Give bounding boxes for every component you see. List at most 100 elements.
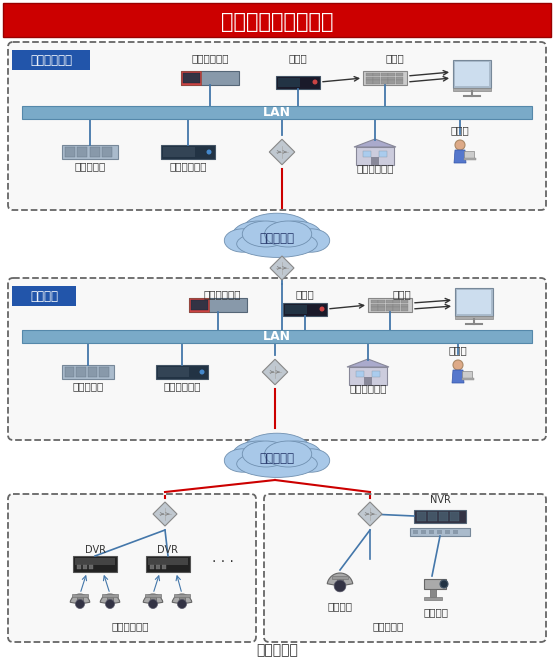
- Bar: [363, 151, 371, 157]
- Text: 控制器: 控制器: [393, 289, 412, 299]
- Circle shape: [177, 599, 187, 609]
- Bar: [388, 77, 395, 80]
- Bar: [424, 579, 446, 589]
- Circle shape: [453, 360, 463, 370]
- Text: 上级督察中心: 上级督察中心: [30, 55, 72, 67]
- Bar: [181, 71, 201, 85]
- Bar: [191, 300, 208, 310]
- Text: 督察中心: 督察中心: [30, 290, 58, 304]
- Bar: [65, 147, 75, 157]
- Polygon shape: [454, 150, 466, 163]
- Text: 公安信息网: 公安信息网: [259, 232, 295, 244]
- Bar: [428, 512, 437, 521]
- Bar: [356, 371, 364, 377]
- Text: LAN: LAN: [263, 330, 291, 343]
- Text: 视频运维系统: 视频运维系统: [170, 161, 207, 171]
- Bar: [349, 367, 387, 385]
- Bar: [373, 77, 380, 80]
- Bar: [388, 73, 395, 77]
- Ellipse shape: [293, 449, 330, 472]
- Bar: [332, 576, 348, 579]
- Bar: [455, 316, 493, 319]
- Bar: [22, 330, 532, 343]
- Text: 智能分析集群: 智能分析集群: [356, 163, 394, 173]
- Bar: [401, 304, 408, 307]
- Bar: [77, 565, 81, 569]
- Bar: [378, 300, 386, 304]
- Bar: [73, 556, 117, 572]
- Bar: [462, 371, 472, 378]
- Bar: [429, 530, 434, 534]
- Bar: [388, 81, 395, 84]
- Text: 原有利旧系统: 原有利旧系统: [111, 621, 149, 631]
- Bar: [464, 158, 476, 160]
- Bar: [75, 558, 115, 565]
- Ellipse shape: [237, 230, 317, 257]
- Bar: [278, 77, 300, 86]
- Bar: [393, 308, 400, 311]
- Bar: [371, 157, 379, 165]
- Bar: [72, 594, 88, 597]
- Bar: [90, 147, 100, 157]
- FancyBboxPatch shape: [264, 494, 546, 642]
- Bar: [378, 304, 386, 307]
- Bar: [445, 530, 450, 534]
- Text: NVR: NVR: [429, 495, 450, 505]
- Bar: [401, 300, 408, 304]
- Bar: [102, 147, 112, 157]
- Bar: [381, 77, 388, 80]
- Bar: [156, 565, 160, 569]
- Bar: [183, 73, 201, 83]
- Bar: [77, 596, 83, 604]
- Ellipse shape: [242, 441, 289, 467]
- Text: 视频督察系统拓扑图: 视频督察系统拓扑图: [220, 12, 334, 32]
- Text: 高清枪机: 高清枪机: [423, 607, 449, 617]
- Bar: [401, 308, 408, 311]
- Ellipse shape: [243, 433, 311, 467]
- Circle shape: [334, 580, 346, 592]
- Circle shape: [455, 140, 465, 150]
- Bar: [162, 565, 166, 569]
- Polygon shape: [153, 502, 177, 526]
- Bar: [430, 589, 436, 597]
- Ellipse shape: [265, 441, 312, 467]
- Bar: [439, 512, 448, 521]
- Bar: [145, 594, 161, 597]
- Ellipse shape: [242, 221, 289, 247]
- Bar: [371, 308, 378, 311]
- Bar: [78, 147, 88, 157]
- Circle shape: [75, 599, 85, 609]
- Text: DVR: DVR: [85, 545, 105, 555]
- Circle shape: [207, 150, 212, 154]
- Polygon shape: [262, 359, 288, 385]
- Bar: [150, 565, 154, 569]
- Bar: [453, 530, 458, 534]
- Bar: [386, 304, 393, 307]
- Text: 视频督察平台: 视频督察平台: [203, 289, 241, 299]
- Bar: [372, 371, 380, 377]
- Bar: [373, 81, 380, 84]
- Bar: [373, 73, 380, 77]
- Circle shape: [105, 599, 115, 609]
- Bar: [146, 556, 190, 572]
- Bar: [453, 88, 491, 91]
- Wedge shape: [172, 594, 192, 604]
- Bar: [163, 147, 196, 157]
- Bar: [379, 151, 387, 157]
- Circle shape: [199, 370, 204, 374]
- Bar: [174, 594, 190, 597]
- Ellipse shape: [265, 221, 312, 247]
- Bar: [366, 73, 373, 77]
- Bar: [462, 378, 474, 380]
- Bar: [417, 512, 426, 521]
- Polygon shape: [347, 359, 389, 367]
- Ellipse shape: [243, 213, 311, 247]
- Text: 客户端: 客户端: [449, 345, 468, 355]
- Circle shape: [148, 599, 157, 609]
- Ellipse shape: [232, 441, 284, 470]
- Text: · · ·: · · ·: [212, 555, 234, 569]
- Polygon shape: [354, 139, 396, 147]
- Bar: [148, 558, 188, 565]
- Bar: [396, 73, 403, 77]
- Wedge shape: [100, 594, 120, 604]
